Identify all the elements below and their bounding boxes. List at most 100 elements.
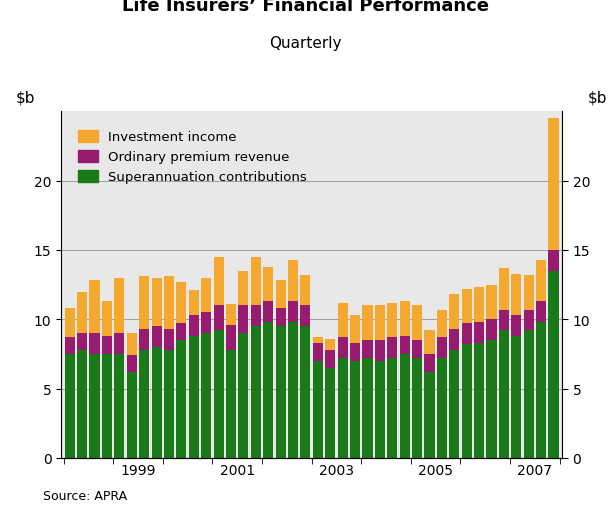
Bar bbox=[536, 302, 546, 322]
Bar bbox=[337, 358, 348, 458]
Bar bbox=[263, 267, 273, 302]
Bar bbox=[276, 281, 286, 308]
Bar bbox=[77, 350, 87, 458]
Bar bbox=[461, 289, 472, 324]
Bar bbox=[77, 292, 87, 333]
Bar bbox=[201, 313, 211, 333]
Text: Source: APRA: Source: APRA bbox=[43, 489, 127, 502]
Bar bbox=[189, 336, 199, 458]
Bar bbox=[449, 329, 459, 350]
Bar bbox=[213, 258, 224, 306]
Bar bbox=[201, 333, 211, 458]
Bar bbox=[524, 331, 534, 458]
Bar bbox=[288, 322, 298, 458]
Bar bbox=[486, 285, 497, 320]
Bar bbox=[474, 343, 484, 458]
Bar bbox=[102, 302, 112, 336]
Bar bbox=[461, 345, 472, 458]
Bar bbox=[548, 271, 558, 458]
Bar bbox=[449, 350, 459, 458]
Bar bbox=[449, 295, 459, 329]
Bar bbox=[350, 343, 360, 361]
Bar bbox=[164, 329, 174, 350]
Bar bbox=[437, 310, 447, 337]
Bar bbox=[474, 322, 484, 343]
Bar bbox=[164, 277, 174, 329]
Bar bbox=[325, 339, 335, 350]
Bar bbox=[189, 291, 199, 316]
Bar bbox=[313, 337, 323, 343]
Bar bbox=[177, 324, 186, 341]
Bar bbox=[437, 358, 447, 458]
Bar bbox=[548, 250, 558, 271]
Bar bbox=[114, 278, 125, 333]
Bar bbox=[201, 278, 211, 313]
Bar bbox=[301, 275, 310, 306]
Bar bbox=[387, 358, 397, 458]
Bar bbox=[89, 333, 100, 354]
Bar bbox=[126, 372, 137, 458]
Bar bbox=[139, 350, 149, 458]
Bar bbox=[263, 302, 273, 322]
Bar bbox=[511, 336, 521, 458]
Bar bbox=[226, 304, 236, 325]
Legend: Investment income, Ordinary premium revenue, Superannuation contributions: Investment income, Ordinary premium reve… bbox=[73, 126, 312, 189]
Bar bbox=[337, 337, 348, 358]
Bar bbox=[424, 354, 434, 372]
Bar bbox=[375, 361, 385, 458]
Bar bbox=[226, 350, 236, 458]
Bar bbox=[350, 316, 360, 343]
Text: Life Insurers’ Financial Performance: Life Insurers’ Financial Performance bbox=[122, 0, 489, 15]
Bar bbox=[400, 302, 410, 336]
Bar bbox=[474, 288, 484, 322]
Bar bbox=[114, 354, 125, 458]
Text: $b: $b bbox=[16, 90, 35, 105]
Bar bbox=[412, 306, 422, 341]
Bar bbox=[213, 331, 224, 458]
Bar bbox=[65, 354, 75, 458]
Bar bbox=[325, 350, 335, 368]
Bar bbox=[499, 331, 509, 458]
Bar bbox=[89, 354, 100, 458]
Bar bbox=[238, 271, 249, 306]
Bar bbox=[251, 327, 261, 458]
Bar bbox=[164, 350, 174, 458]
Bar bbox=[301, 306, 310, 327]
Bar bbox=[362, 358, 373, 458]
Bar bbox=[226, 325, 236, 350]
Bar bbox=[276, 308, 286, 327]
Bar bbox=[536, 322, 546, 458]
Bar bbox=[375, 341, 385, 361]
Bar bbox=[412, 341, 422, 358]
Text: Quarterly: Quarterly bbox=[269, 36, 342, 51]
Bar bbox=[152, 347, 162, 458]
Bar bbox=[362, 341, 373, 358]
Bar bbox=[126, 356, 137, 372]
Bar bbox=[177, 341, 186, 458]
Bar bbox=[288, 302, 298, 322]
Bar bbox=[499, 310, 509, 331]
Bar bbox=[400, 336, 410, 354]
Bar bbox=[400, 354, 410, 458]
Bar bbox=[511, 316, 521, 336]
Bar bbox=[337, 303, 348, 337]
Bar bbox=[152, 327, 162, 347]
Bar bbox=[238, 333, 249, 458]
Bar bbox=[126, 333, 137, 356]
Bar bbox=[276, 327, 286, 458]
Text: $b: $b bbox=[588, 90, 607, 105]
Bar bbox=[437, 337, 447, 358]
Bar bbox=[313, 361, 323, 458]
Bar bbox=[89, 281, 100, 333]
Bar bbox=[251, 258, 261, 306]
Bar bbox=[301, 327, 310, 458]
Bar bbox=[251, 306, 261, 327]
Bar bbox=[511, 274, 521, 316]
Bar bbox=[288, 260, 298, 302]
Bar bbox=[65, 308, 75, 337]
Bar bbox=[461, 324, 472, 345]
Bar bbox=[350, 361, 360, 458]
Bar bbox=[139, 277, 149, 329]
Bar bbox=[177, 282, 186, 324]
Bar bbox=[375, 306, 385, 341]
